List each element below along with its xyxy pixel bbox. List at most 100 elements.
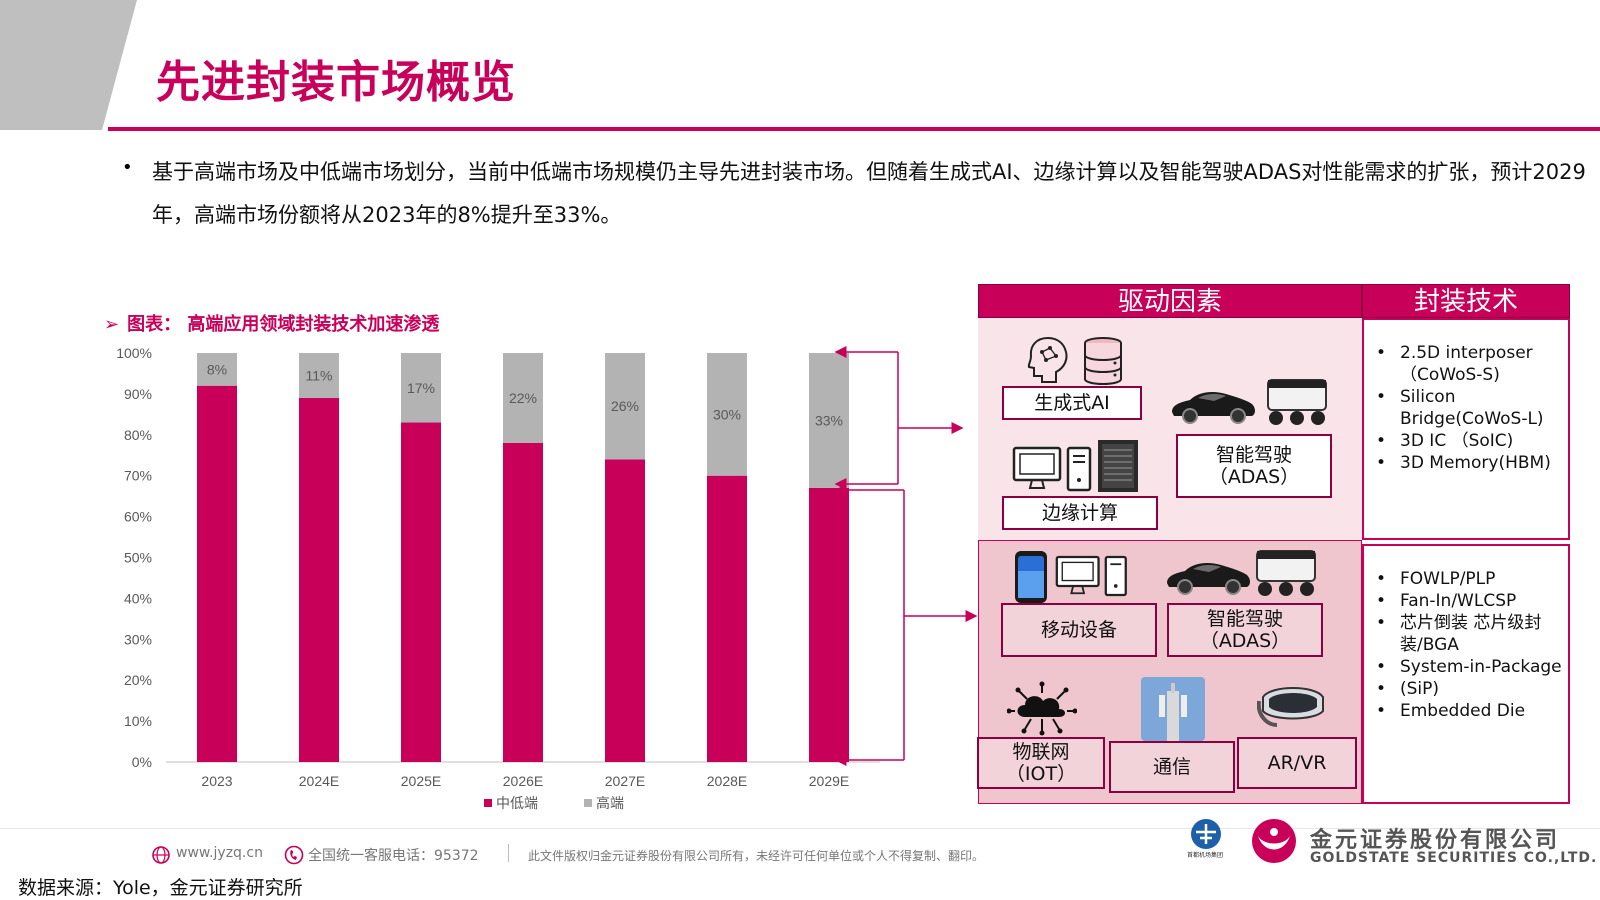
bullet-text: 基于高端市场及中低端市场划分，当前中低端市场规模仍主导先进封装市场。但随着生成式… — [152, 160, 1586, 227]
footer-divider — [0, 828, 1600, 829]
legend-label: 高端 — [596, 795, 624, 812]
drivers-header: 驱动因素 — [978, 284, 1362, 318]
bar-high-end — [197, 353, 237, 386]
tech-item: 3D Memory(HBM) — [1364, 452, 1568, 474]
data-label: 17% — [407, 380, 435, 396]
iot-label: 物联网 （IOT） — [977, 737, 1105, 789]
gen-ai-label: 生成式AI — [1002, 386, 1142, 420]
adas-label-mid-line2: （ADAS） — [1199, 630, 1291, 652]
ai-brain-icon — [1027, 336, 1068, 383]
x-tick-label: 2023 — [201, 773, 232, 789]
footer-website[interactable]: www.jyzq.cn — [176, 845, 263, 861]
mid-low-tech-list: FOWLP/PLP Fan-In/WLCSP 芯片倒装 芯片级封装/BGA Sy… — [1364, 568, 1568, 722]
company-name-cn: 金元证券股份有限公司 — [1310, 828, 1561, 853]
iot-cloud-icon — [1007, 681, 1077, 736]
high-end-drivers-zone: 生成式AI 边缘计算 智能驾驶 （ADAS） — [978, 318, 1362, 540]
y-tick-label: 70% — [124, 468, 152, 484]
smartphone-icon — [1015, 551, 1047, 603]
legend-swatch — [584, 799, 592, 807]
footer-hotline: 全国统一客服电话：95372 — [308, 848, 479, 864]
page-title: 先进封装市场概览 — [156, 57, 516, 108]
tech-item: System-in-Package — [1364, 656, 1568, 678]
data-label: 8% — [207, 361, 227, 377]
data-source: 数据来源：Yole，金元证券研究所 — [18, 877, 303, 899]
bar-mid-low — [197, 385, 237, 762]
bar-high-end — [605, 353, 645, 460]
car-icon — [1167, 563, 1250, 595]
data-label: 30% — [713, 406, 741, 422]
adas-label-high-line2: （ADAS） — [1208, 466, 1300, 488]
data-label: 11% — [306, 367, 333, 383]
bar-mid-low — [707, 475, 747, 762]
title-rule — [108, 127, 1600, 131]
iot-label-line1: 物联网 — [1012, 741, 1070, 763]
bar-high-end — [299, 353, 339, 398]
bar-mid-low — [605, 459, 645, 762]
mid-low-tech-box: FOWLP/PLP Fan-In/WLCSP 芯片倒装 芯片级封装/BGA Sy… — [1362, 544, 1570, 804]
y-tick-label: 10% — [124, 713, 152, 729]
tech-item: (SiP) — [1364, 678, 1568, 700]
goldstate-logo-icon — [1252, 819, 1296, 863]
tech-item: Embedded Die — [1364, 700, 1568, 722]
footer-disclaimer: 此文件版权归金元证券股份有限公司所有，未经许可任何单位或个人不得复制、翻印。 — [528, 849, 985, 863]
company-name-en: GOLDSTATE SECURITIES CO.,LTD. — [1310, 850, 1598, 866]
adas-label-high: 智能驾驶 （ADAS） — [1176, 434, 1332, 498]
legend-swatch — [484, 799, 492, 807]
y-tick-label: 40% — [124, 590, 152, 606]
delivery-robot-icon — [1267, 379, 1327, 425]
ar-vr-label: AR/VR — [1237, 737, 1357, 789]
tech-item: 2.5D interposer（CoWoS-S) — [1364, 342, 1568, 386]
iot-label-line2: （IOT） — [1005, 763, 1077, 785]
y-tick-label: 60% — [124, 509, 152, 525]
adas-label-high-line1: 智能驾驶 — [1215, 444, 1292, 466]
y-tick-label: 50% — [124, 550, 152, 566]
airport-group-logo-icon — [1191, 819, 1221, 849]
x-tick-label: 2028E — [707, 773, 747, 789]
high-end-tech-box: 2.5D interposer（CoWoS-S) Silicon Bridge(… — [1362, 318, 1570, 540]
y-tick-label: 30% — [124, 631, 152, 647]
adas-label-mid: 智能驾驶 （ADAS） — [1167, 603, 1323, 657]
y-tick-label: 20% — [124, 672, 152, 688]
bar-high-end — [809, 353, 849, 488]
data-label: 26% — [611, 398, 639, 414]
legend-label: 中低端 — [496, 796, 538, 812]
header-corner-graphic — [0, 0, 137, 130]
tech-item: Fan-In/WLCSP — [1364, 590, 1568, 612]
bar-mid-low — [401, 422, 441, 762]
data-label: 22% — [509, 390, 537, 406]
tech-item: FOWLP/PLP — [1364, 568, 1568, 590]
bar-mid-low — [809, 487, 849, 762]
tech-header: 封装技术 — [1362, 284, 1570, 318]
vr-headset-icon — [1257, 687, 1324, 727]
delivery-robot-icon — [1256, 550, 1316, 596]
tech-item: 3D IC （SoIC) — [1364, 430, 1568, 452]
high-end-tech-list: 2.5D interposer（CoWoS-S) Silicon Bridge(… — [1364, 342, 1568, 474]
footer-separator — [508, 844, 509, 862]
bar-high-end — [707, 353, 747, 476]
server-rack-icon — [1098, 440, 1138, 492]
y-tick-label: 80% — [124, 427, 152, 443]
telecom-tower-icon — [1141, 677, 1205, 741]
x-tick-label: 2024E — [299, 773, 339, 789]
y-tick-label: 90% — [124, 386, 152, 402]
bar-mid-low — [299, 397, 339, 762]
chart-caption-text: 图表： 高端应用领域封装技术加速渗透 — [127, 314, 440, 335]
bar-mid-low — [503, 442, 543, 762]
desktop-computer-icon — [1012, 446, 1092, 492]
bar-high-end — [401, 353, 441, 423]
bar-high-end — [503, 353, 543, 443]
x-tick-label: 2027E — [605, 773, 645, 789]
data-label: 33% — [815, 412, 843, 428]
communications-label: 通信 — [1109, 741, 1235, 793]
globe-icon — [152, 846, 170, 864]
y-tick-label: 0% — [132, 754, 152, 770]
car-icon — [1172, 392, 1255, 424]
airport-group-name: 首都机场集团 — [1187, 852, 1224, 859]
bullet-marker: • — [122, 157, 133, 178]
database-icon — [1084, 337, 1122, 386]
x-tick-label: 2029E — [809, 773, 849, 789]
adas-label-mid-line1: 智能驾驶 — [1206, 608, 1283, 630]
x-tick-label: 2025E — [401, 773, 441, 789]
